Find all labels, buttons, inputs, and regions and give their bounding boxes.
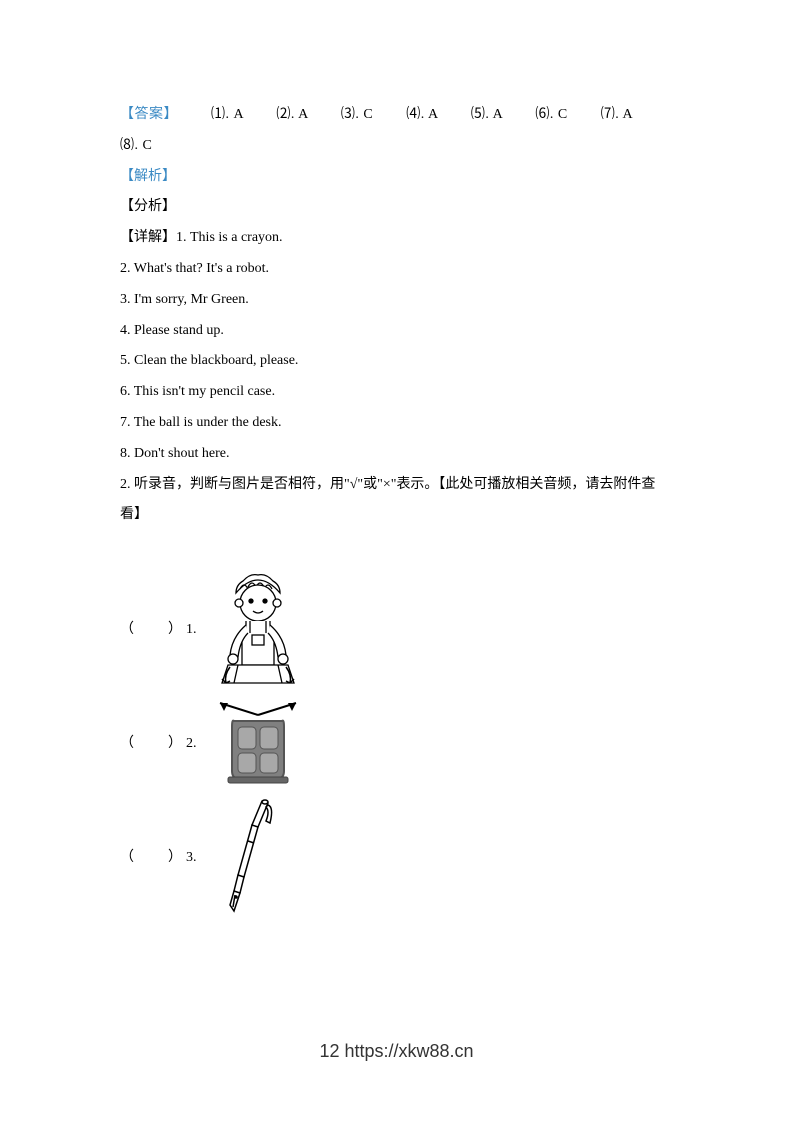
detail-line-4: 4. Please stand up. [120,316,673,347]
ans-4: ⑷. A [406,107,438,122]
detail-line-8: 8. Don't shout here. [120,439,673,470]
ans-2: ⑵. A [276,107,308,122]
qnum-2: 2. [186,729,197,760]
analysis-line: 【解析】 [120,162,673,193]
question-row-3: （ ） 3. [120,793,673,923]
detail-1: 1. This is a crayon. [176,230,283,245]
qnum-1: 1. [186,615,197,646]
paren-1: （ ） [120,615,184,646]
ans-6: ⑹. C [535,107,567,122]
detail-line-1: 【详解】1. This is a crayon. [120,223,673,254]
fenxi-label: 【分析】 [120,199,176,214]
paren-3: （ ） [120,843,184,874]
detail-line-7: 7. The ball is under the desk. [120,408,673,439]
detail-line-3: 3. I'm sorry, Mr Green. [120,285,673,316]
answers-label: 【答案】 [120,107,178,122]
fenxi-line: 【分析】 [120,192,673,223]
ans-1: ⑴. A [211,107,243,122]
detail-label: 【详解】 [120,230,176,245]
question-row-1: （ ） 1. [120,565,673,695]
question-row-2: （ ） 2. [120,699,673,789]
boy-icon [203,565,313,695]
ans-5: ⑸. A [471,107,503,122]
ans-8: ⑻. C [120,138,152,153]
detail-line-6: 6. This isn't my pencil case. [120,377,673,408]
answer-line: 【答案】 ⑴. A ⑵. A ⑶. C ⑷. A ⑸. A ⑹. C ⑺. A … [120,100,673,162]
ans-3: ⑶. C [341,107,373,122]
detail-line-2: 2. What's that? It's a robot. [120,254,673,285]
page-footer: 12 https://xkw88.cn [0,1032,793,1072]
paren-2: （ ） [120,729,184,760]
exercise-intro: 2. 听录音，判断与图片是否相符，用"√"或"×"表示。【此处可播放相关音频，请… [120,470,673,532]
pen-icon [203,793,313,923]
qnum-3: 3. [186,843,197,874]
window-icon [203,699,313,789]
ans-7: ⑺. A [601,107,633,122]
analysis-label: 【解析】 [120,169,176,184]
detail-line-5: 5. Clean the blackboard, please. [120,346,673,377]
